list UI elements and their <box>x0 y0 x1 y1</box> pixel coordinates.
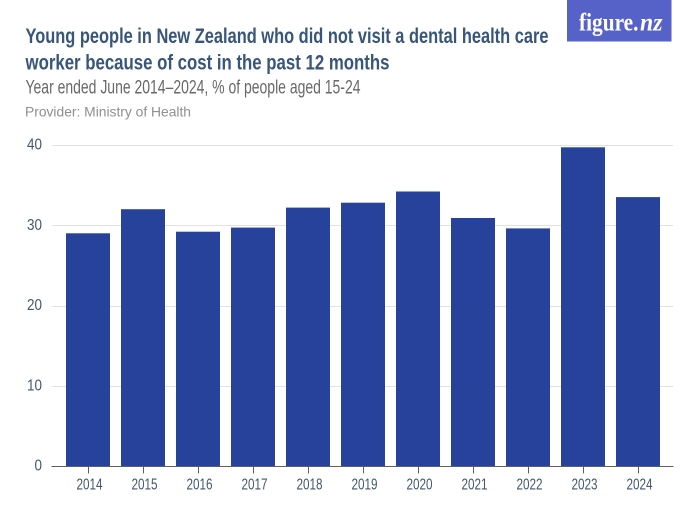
svg-text:nz: nz <box>640 10 663 37</box>
svg-text:figure.: figure. <box>579 10 639 37</box>
svg-text:Year ended June 2014–2024, % o: Year ended June 2014–2024, % of people a… <box>26 78 361 99</box>
svg-text:2023: 2023 <box>572 477 598 494</box>
svg-text:2019: 2019 <box>352 477 378 494</box>
svg-text:2018: 2018 <box>297 477 323 494</box>
svg-text:2020: 2020 <box>407 477 433 494</box>
svg-text:40: 40 <box>27 137 42 154</box>
svg-text:2017: 2017 <box>242 477 268 494</box>
svg-text:2022: 2022 <box>517 477 543 494</box>
svg-text:10: 10 <box>27 377 42 394</box>
svg-text:Provider: Ministry of Health: Provider: Ministry of Health <box>25 104 191 120</box>
svg-text:2021: 2021 <box>462 477 488 494</box>
svg-text:2015: 2015 <box>132 477 158 494</box>
svg-text:20: 20 <box>27 297 42 314</box>
svg-text:2016: 2016 <box>187 477 213 494</box>
svg-text:30: 30 <box>27 217 42 234</box>
svg-text:2014: 2014 <box>77 477 103 494</box>
svg-text:Young people in New Zealand wh: Young people in New Zealand who did not … <box>26 25 549 48</box>
svg-text:0: 0 <box>35 458 43 475</box>
svg-text:2024: 2024 <box>627 477 653 494</box>
svg-text:worker because of cost in the: worker because of cost in the past 12 mo… <box>25 52 390 75</box>
